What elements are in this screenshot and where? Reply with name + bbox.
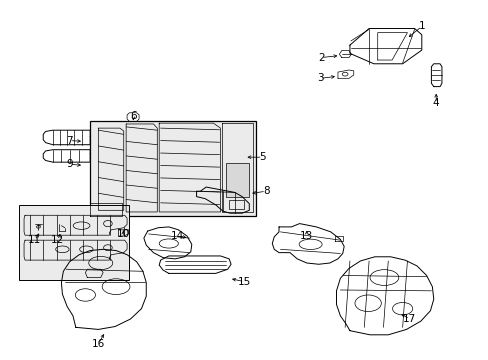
- Bar: [19, 205, 129, 280]
- Text: 11: 11: [28, 235, 41, 245]
- Text: 3: 3: [316, 73, 323, 83]
- Text: 1: 1: [418, 22, 424, 31]
- Text: 6: 6: [130, 111, 136, 121]
- Text: 7: 7: [66, 136, 73, 145]
- Text: 13: 13: [300, 231, 313, 241]
- Text: 14: 14: [170, 231, 183, 241]
- Text: 9: 9: [66, 159, 73, 169]
- Text: 5: 5: [259, 152, 265, 162]
- Text: 17: 17: [403, 314, 416, 324]
- Bar: [226, 163, 249, 197]
- Text: 8: 8: [262, 186, 269, 196]
- Text: 12: 12: [51, 235, 64, 245]
- Text: 16: 16: [92, 339, 105, 349]
- Text: 4: 4: [432, 98, 439, 108]
- Bar: [90, 121, 255, 216]
- Text: 15: 15: [237, 277, 251, 287]
- Text: 10: 10: [117, 229, 129, 239]
- Bar: [229, 200, 243, 209]
- Text: 2: 2: [317, 53, 324, 63]
